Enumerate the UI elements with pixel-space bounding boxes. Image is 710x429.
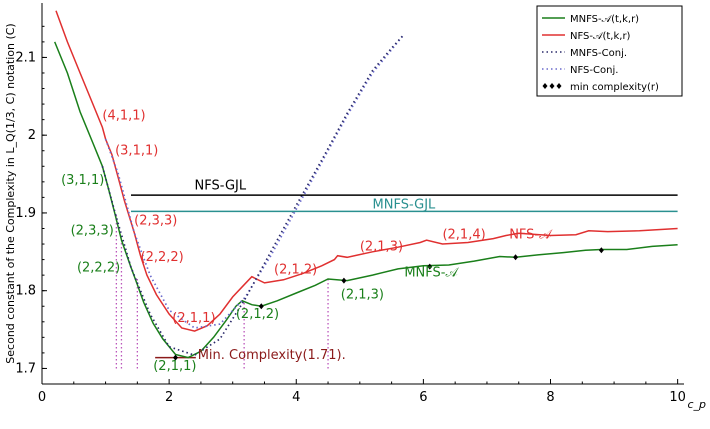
legend-marker bbox=[556, 83, 562, 89]
annotation-label: (4,1,1) bbox=[102, 109, 145, 124]
y-tick-label: 1.7 bbox=[15, 361, 36, 376]
series-line-nfs-t-k-r bbox=[55, 10, 678, 332]
series-line-mnfs-conj bbox=[101, 33, 405, 357]
annotation-label: NFS-GJL bbox=[195, 179, 247, 194]
annotation-label: (2,1,1) bbox=[172, 311, 215, 326]
legend-marker bbox=[549, 83, 555, 89]
annotation-label: (3,1,1) bbox=[61, 173, 104, 188]
x-tick-label: 8 bbox=[546, 390, 554, 405]
annotation-label: Min. Complexity(1.71). bbox=[198, 348, 346, 363]
annotation-label: (2,1,2) bbox=[236, 307, 279, 322]
annotation-label: (2,1,3) bbox=[360, 239, 403, 254]
x-axis-title: c_p bbox=[687, 398, 706, 411]
annotation-label: (2,1,4) bbox=[442, 228, 485, 243]
series-line-mnfs-t-k-r bbox=[54, 41, 678, 359]
legend-label: NFS-Conj. bbox=[570, 65, 618, 76]
min-complexity-marker bbox=[427, 263, 433, 270]
min-complexity-marker bbox=[341, 277, 347, 284]
legend-label: NFS-𝒜(t,k,r) bbox=[570, 31, 631, 42]
legend-label: MNFS-𝒜(t,k,r) bbox=[570, 14, 639, 25]
annotation-label: (2,2,2) bbox=[141, 250, 184, 265]
y-tick-label: 1.9 bbox=[15, 206, 36, 221]
annotation-label: (2,1,3) bbox=[341, 287, 384, 302]
annotation-label: (2,2,2) bbox=[77, 260, 120, 275]
plot-area: (4,1,1) (3,1,1) (2,3,3) (2,2,2) (2,1,1) (2,1,… bbox=[54, 10, 678, 374]
legend-marker bbox=[542, 83, 548, 89]
y-axis-title: Second constant of the Complexity in L_Q… bbox=[4, 23, 17, 363]
annotation-label: (2,3,3) bbox=[71, 224, 114, 239]
y-tick-label: 1.8 bbox=[15, 284, 36, 299]
annotation-label: MNFS-𝒜 bbox=[404, 266, 459, 281]
legend-label: MNFS-Conj. bbox=[570, 48, 627, 59]
annotation-label: (2,1,1) bbox=[153, 359, 196, 374]
series-line-nfs-conj bbox=[104, 33, 405, 329]
y-tick-label: 2.1 bbox=[15, 50, 36, 65]
y-tick-label: 2 bbox=[28, 128, 36, 143]
min-complexity-marker bbox=[513, 254, 519, 261]
annotation-label: NFS-𝒜 bbox=[509, 228, 553, 243]
x-tick-label: 6 bbox=[419, 390, 427, 405]
annotation-label: (3,1,1) bbox=[115, 144, 158, 159]
annotation-label: MNFS-GJL bbox=[373, 197, 437, 212]
min-complexity-marker bbox=[258, 303, 264, 310]
x-tick-label: 2 bbox=[165, 390, 173, 405]
x-tick-label: 4 bbox=[292, 390, 300, 405]
min-complexity-marker bbox=[598, 247, 604, 254]
min-complexity-marker bbox=[172, 354, 178, 361]
legend-label: min complexity(r) bbox=[570, 82, 659, 93]
x-tick-label: 10 bbox=[669, 390, 686, 405]
annotation-label: (2,1,2) bbox=[274, 263, 317, 278]
legend: MNFS-𝒜(t,k,r) NFS-𝒜(t,k,r) MNFS-Conj. NFS-C… bbox=[536, 5, 683, 97]
legend-box bbox=[536, 5, 683, 97]
annotation-label: (2,3,3) bbox=[134, 214, 177, 229]
axes: 0 2 4 6 8 10 1.7 1.8 1.9 2 2.1 c_p Second constant o… bbox=[4, 3, 706, 411]
x-tick-label: 0 bbox=[38, 390, 46, 405]
